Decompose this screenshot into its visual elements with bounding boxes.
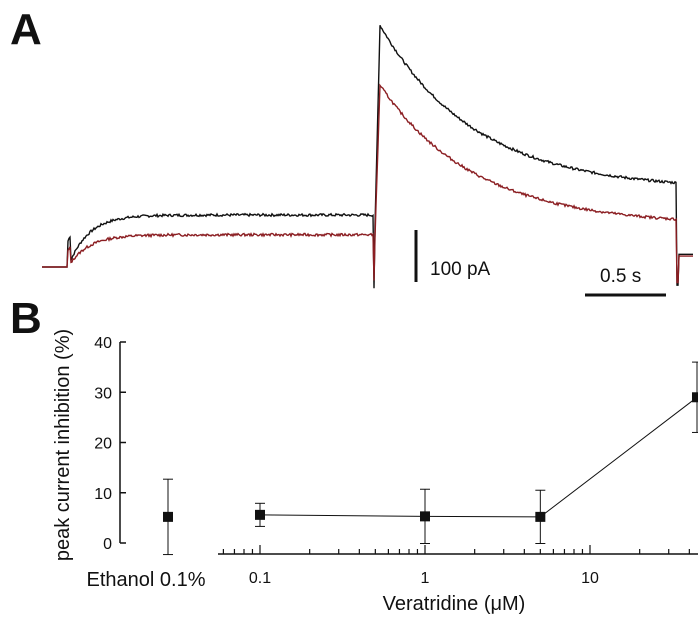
time-scale-label: 0.5 s (600, 266, 641, 287)
x-ticks: 0.1 1 10 (222, 545, 690, 587)
y-tick-label: 20 (94, 436, 112, 453)
veratridine-point-marker (420, 511, 430, 522)
panel-b-chart: 0 10 20 30 40 0.1 1 10 peak current inhibition… (52, 329, 698, 615)
x-axis-title: Veratridine (μM) (383, 593, 526, 615)
y-tick-label: 10 (94, 486, 112, 503)
y-tick-label: 0 (103, 536, 112, 553)
dose-response-line (259, 396, 698, 518)
control-point-marker (163, 511, 173, 522)
y-tick-label: 40 (94, 335, 112, 352)
panel-b-label: B (10, 294, 42, 343)
panel-a-traces: 100 pA 0.5 s (42, 25, 693, 297)
x-tick-label: 1 (421, 570, 430, 587)
x-tick-label: 0.1 (249, 570, 271, 587)
y-ticks: 0 10 20 30 40 (94, 335, 126, 553)
panel-a-label: A (10, 5, 42, 54)
veratridine-point-marker (255, 509, 265, 520)
y-tick-label: 30 (94, 385, 112, 402)
current-trace-control (42, 25, 693, 289)
current-trace-treated (42, 83, 693, 284)
data-points (163, 361, 698, 556)
veratridine-point-marker (535, 511, 546, 522)
current-scale-label: 100 pA (430, 259, 491, 280)
x-tick-label: 10 (581, 570, 599, 587)
y-axis-title: peak current inhibition (%) (52, 329, 74, 561)
control-category-label: Ethanol 0.1% (87, 569, 206, 591)
veratridine-point-marker (692, 392, 698, 403)
